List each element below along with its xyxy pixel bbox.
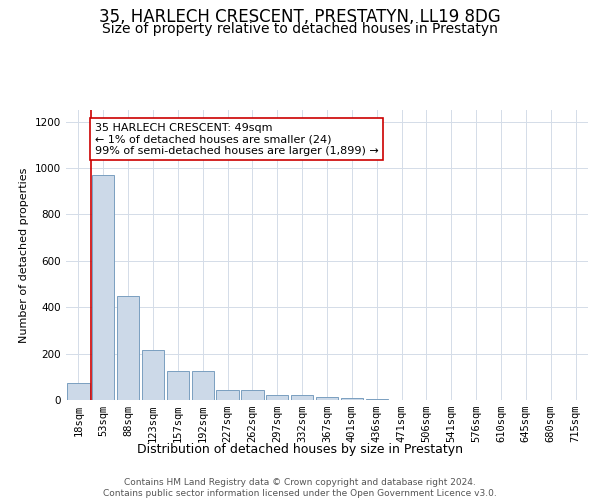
- Bar: [365, 399, 388, 400]
- Bar: [92, 175, 115, 400]
- Text: 35, HARLECH CRESCENT, PRESTATYN, LL19 8DG: 35, HARLECH CRESCENT, PRESTATYN, LL19 8D…: [99, 8, 501, 26]
- Bar: [67, 382, 89, 400]
- Bar: [142, 350, 164, 400]
- Y-axis label: Number of detached properties: Number of detached properties: [19, 168, 29, 342]
- Bar: [117, 296, 139, 400]
- Bar: [266, 396, 289, 400]
- Bar: [191, 371, 214, 400]
- Bar: [341, 398, 363, 400]
- Bar: [241, 390, 263, 400]
- Bar: [291, 396, 313, 400]
- Text: Distribution of detached houses by size in Prestatyn: Distribution of detached houses by size …: [137, 442, 463, 456]
- Text: Size of property relative to detached houses in Prestatyn: Size of property relative to detached ho…: [102, 22, 498, 36]
- Text: Contains HM Land Registry data © Crown copyright and database right 2024.
Contai: Contains HM Land Registry data © Crown c…: [103, 478, 497, 498]
- Text: 35 HARLECH CRESCENT: 49sqm
← 1% of detached houses are smaller (24)
99% of semi-: 35 HARLECH CRESCENT: 49sqm ← 1% of detac…: [95, 123, 379, 156]
- Bar: [316, 396, 338, 400]
- Bar: [167, 371, 189, 400]
- Bar: [217, 390, 239, 400]
